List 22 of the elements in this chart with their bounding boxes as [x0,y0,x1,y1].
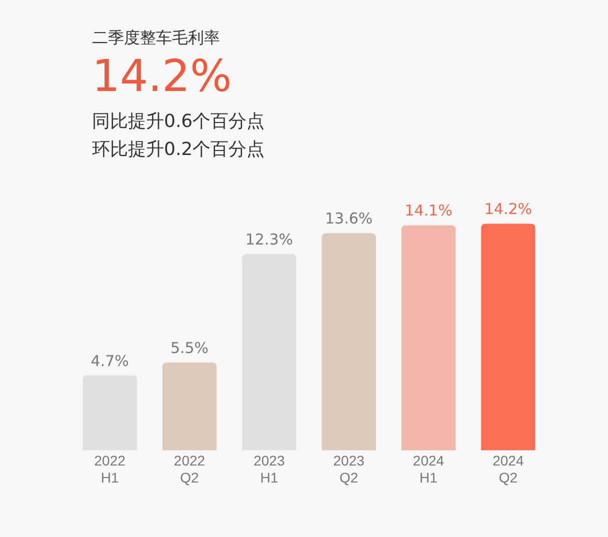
x-tick-label: 2023 H1 [254,452,285,486]
data-label: 14.2% [484,200,532,218]
x-tick-label: 2022 Q2 [174,452,206,486]
x-tick-label: 2022 H1 [94,452,126,486]
x-tick-label: 2023 Q2 [333,452,365,486]
bar [242,254,296,450]
bar [322,233,376,450]
data-label: 13.6% [325,210,373,228]
text: 环比提升0.2个百分点 [92,138,265,162]
chart-title: 二季度整车毛利率 [92,28,221,49]
x-tick-label: 2024 Q2 [492,452,524,486]
data-label: 5.5% [170,338,209,357]
bar [82,375,137,450]
chart-subtitle: 14.2% [92,51,233,102]
bar [162,362,217,450]
data-label: 12.3% [245,230,293,248]
text: 同比提升0.6个百分点 [92,110,265,134]
bar [481,224,536,450]
bar [401,225,456,450]
data-label: 14.1% [404,202,452,220]
x-tick-label: 2024 H1 [412,452,444,486]
data-label: 4.7% [90,352,129,370]
